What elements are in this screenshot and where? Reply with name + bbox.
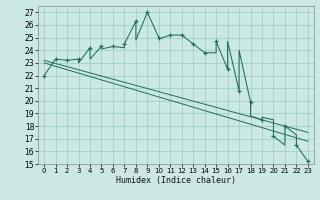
X-axis label: Humidex (Indice chaleur): Humidex (Indice chaleur) (116, 176, 236, 185)
